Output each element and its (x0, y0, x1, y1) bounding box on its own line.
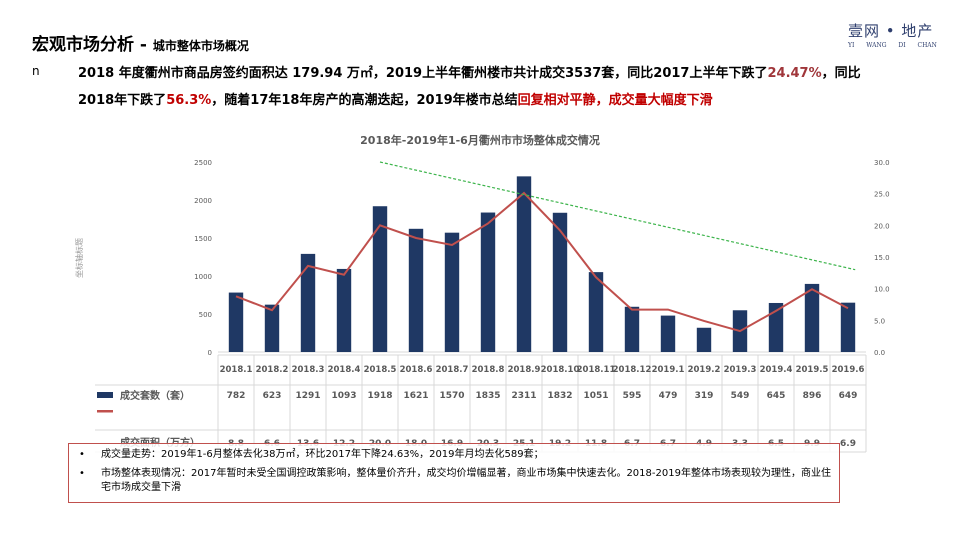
table-cell: 595 (623, 391, 642, 401)
table-cell: 896 (803, 391, 822, 401)
bar (660, 315, 676, 352)
table-cell: 1835 (475, 391, 500, 401)
bar (840, 302, 856, 352)
table-header-cell: 2018.3 (292, 365, 325, 375)
table-cell: 1051 (583, 391, 608, 401)
logo-en: YI WANG DI CHAN (848, 42, 937, 49)
table-header-cell: 2018.9 (508, 365, 541, 375)
y-tick-label: 2000 (194, 197, 212, 205)
y2-tick-label: 0.0 (874, 349, 885, 357)
trendline (379, 161, 856, 271)
y-tick-label: 0 (208, 349, 212, 357)
bar (372, 206, 388, 352)
bar (516, 176, 532, 352)
table-cell: 623 (263, 391, 282, 401)
y-axis-title: 坐标轴标题 (74, 238, 84, 278)
note-bullet: • (79, 468, 85, 479)
table-cell: 319 (695, 391, 714, 401)
table-cell: 782 (227, 391, 246, 401)
bar (804, 283, 820, 352)
title-sub: 城市整体市场概况 (152, 39, 249, 53)
y2-tick-label: 20.0 (874, 222, 890, 230)
table-cell: 2311 (511, 391, 536, 401)
bullet-marker: n (32, 64, 40, 78)
bar (768, 302, 784, 352)
y2-tick-label: 25.0 (874, 191, 890, 199)
note-item: • 市场整体表现情况：2017年暂时未受全国调控政策影响，整体量价齐升，成交均价增… (79, 467, 831, 495)
table-cell: 1291 (295, 391, 320, 401)
table-header-cell: 2018.6 (400, 365, 433, 375)
summary-text: 2018 年度衢州市商品房签约面积达 179.94 万㎡，2019上半年衢州楼市… (78, 66, 768, 81)
highlight-3: 回复相对平静，成交量大幅度下滑 (517, 93, 713, 108)
bar (624, 306, 640, 352)
note-item: • 成交量走势：2019年1-6月整体去化38万㎡，环比2017年下降24.63%… (79, 448, 831, 462)
y2-tick-label: 30.0 (874, 159, 890, 167)
y2-tick-label: 10.0 (874, 286, 890, 294)
table-cell: 1918 (367, 391, 392, 401)
bar (408, 228, 424, 352)
table-header-cell: 2019.2 (688, 365, 721, 375)
summary-text: ，随着17年18年房产的高潮迭起，2019年楼市总结 (211, 93, 518, 108)
table-header-cell: 2019.4 (760, 365, 793, 375)
bar (264, 304, 280, 352)
legend-bar-label: 成交套数（套） (120, 389, 190, 402)
table-header-cell: 2018.12 (613, 365, 652, 375)
bar (696, 327, 712, 352)
bar (228, 292, 244, 352)
bar (444, 232, 460, 352)
table-header-cell: 2018.4 (328, 365, 361, 375)
table-header-cell: 2018.11 (577, 365, 616, 375)
table-cell: 1832 (547, 391, 572, 401)
table-cell: 1570 (439, 391, 464, 401)
line-series (235, 191, 849, 333)
y2-tick-label: 5.0 (874, 317, 885, 325)
y-tick-label: 500 (199, 311, 212, 319)
bar (480, 212, 496, 352)
table-cell: 1093 (331, 391, 356, 401)
y-tick-label: 1500 (194, 235, 212, 243)
table-header-cell: 2018.10 (541, 365, 580, 375)
bar (336, 268, 352, 352)
note-bullet: • (79, 449, 85, 460)
summary-text: ，同比2018年下跌了 (78, 66, 861, 108)
table-cell: 649 (839, 391, 858, 401)
note-text: 市场整体表现情况：2017年暂时未受全国调控政策影响，整体量价齐升，成交均价增幅… (101, 468, 831, 493)
page-title: 宏观市场分析 - 城市整体市场概况 (32, 30, 249, 55)
table-header-cell: 2019.6 (832, 365, 865, 375)
table-cell: 6.9 (840, 439, 856, 449)
table-cell: 1621 (403, 391, 428, 401)
y-tick-label: 2500 (194, 159, 212, 167)
table-cell: 549 (731, 391, 750, 401)
note-text: 成交量走势：2019年1-6月整体去化38万㎡，环比2017年下降24.63%，… (101, 449, 544, 460)
title-sep: - (134, 35, 153, 55)
table-header-cell: 2018.8 (472, 365, 505, 375)
table-cell: 479 (659, 391, 678, 401)
table-header-cell: 2019.3 (724, 365, 757, 375)
table-header-cell: 2018.5 (364, 365, 397, 375)
chart-title: 2018年-2019年1-6月衢州市市场整体成交情况 (360, 133, 600, 147)
bar (588, 272, 604, 352)
table-header-cell: 2018.2 (256, 365, 289, 375)
notes-box: • 成交量走势：2019年1-6月整体去化38万㎡，环比2017年下降24.63%… (68, 443, 840, 503)
table-header-cell: 2019.5 (796, 365, 829, 375)
table-header-cell: 2018.7 (436, 365, 469, 375)
legend-line-swatch (97, 410, 113, 413)
table-header-cell: 2018.1 (220, 365, 253, 375)
table-cell: 645 (767, 391, 786, 401)
bar (552, 212, 568, 352)
y-tick-label: 1000 (194, 273, 212, 281)
logo: 壹网 • 地产 YI WANG DI CHAN (848, 20, 937, 49)
title-main: 宏观市场分析 (32, 35, 134, 55)
legend-bar-swatch (97, 392, 113, 398)
y2-tick-label: 15.0 (874, 254, 890, 262)
logo-cn: 壹网 • 地产 (848, 22, 934, 40)
highlight-1: 24.47% (767, 66, 822, 81)
table-header-cell: 2019.1 (652, 365, 685, 375)
bar (300, 253, 316, 352)
summary-paragraph: 2018 年度衢州市商品房签约面积达 179.94 万㎡，2019上半年衢州楼市… (78, 60, 878, 114)
highlight-2: 56.3% (166, 93, 212, 108)
